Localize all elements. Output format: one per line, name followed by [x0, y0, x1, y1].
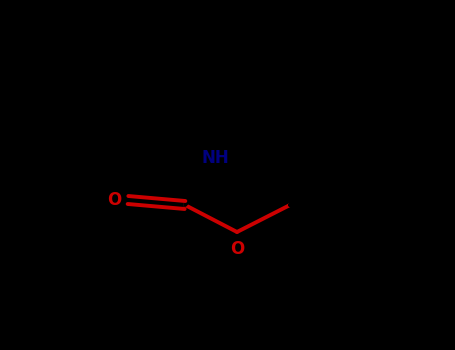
Text: O: O — [230, 240, 244, 258]
Text: O: O — [107, 191, 121, 209]
Text: NH: NH — [201, 149, 229, 167]
